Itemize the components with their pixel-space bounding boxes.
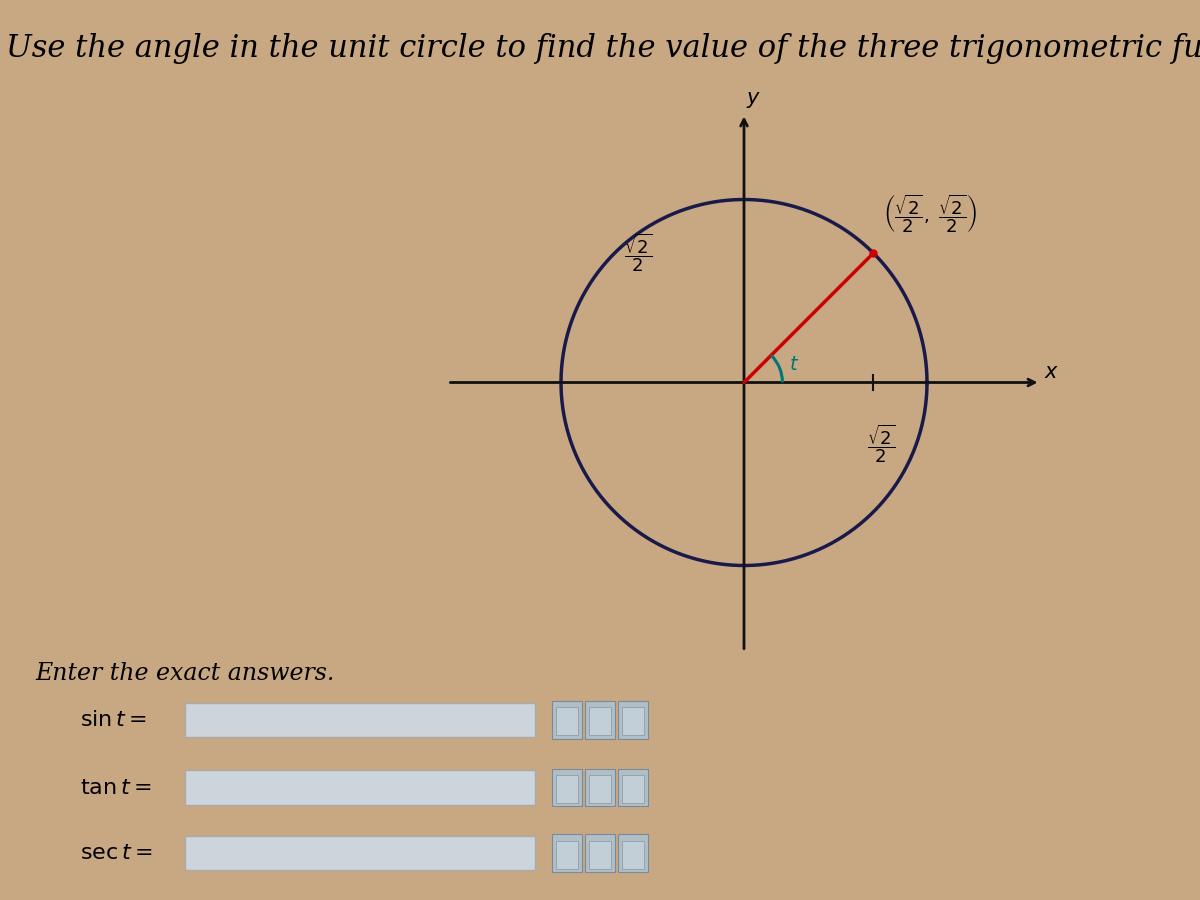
FancyBboxPatch shape [556, 707, 578, 735]
Text: $\left(\dfrac{\sqrt{2}}{2},\ \dfrac{\sqrt{2}}{2}\right)$: $\left(\dfrac{\sqrt{2}}{2},\ \dfrac{\sqr… [882, 192, 977, 235]
FancyBboxPatch shape [185, 836, 535, 870]
FancyBboxPatch shape [622, 707, 644, 735]
FancyBboxPatch shape [589, 841, 611, 868]
FancyBboxPatch shape [556, 841, 578, 868]
Text: y: y [746, 88, 760, 108]
FancyBboxPatch shape [185, 703, 535, 737]
FancyBboxPatch shape [586, 834, 616, 872]
FancyBboxPatch shape [618, 769, 648, 806]
FancyBboxPatch shape [552, 834, 582, 872]
Text: $\dfrac{\sqrt{2}}{2}$: $\dfrac{\sqrt{2}}{2}$ [624, 231, 653, 274]
FancyBboxPatch shape [552, 769, 582, 806]
Text: Enter the exact answers.: Enter the exact answers. [35, 662, 335, 685]
FancyBboxPatch shape [589, 707, 611, 735]
FancyBboxPatch shape [552, 701, 582, 739]
Text: $\dfrac{\sqrt{2}}{2}$: $\dfrac{\sqrt{2}}{2}$ [866, 423, 895, 465]
FancyBboxPatch shape [586, 701, 616, 739]
FancyBboxPatch shape [556, 775, 578, 803]
FancyBboxPatch shape [589, 775, 611, 803]
Text: t: t [790, 355, 797, 374]
Text: $\sin t =$: $\sin t =$ [80, 709, 146, 731]
Text: $\sec t =$: $\sec t =$ [80, 842, 152, 864]
FancyBboxPatch shape [586, 769, 616, 806]
FancyBboxPatch shape [618, 834, 648, 872]
Text: x: x [1044, 362, 1056, 382]
Text: Use the angle in the unit circle to find the value of the three trigonometric fu: Use the angle in the unit circle to find… [6, 33, 1200, 64]
FancyBboxPatch shape [618, 701, 648, 739]
FancyBboxPatch shape [622, 841, 644, 868]
FancyBboxPatch shape [185, 770, 535, 805]
Text: $\tan t =$: $\tan t =$ [80, 777, 151, 798]
FancyBboxPatch shape [622, 775, 644, 803]
